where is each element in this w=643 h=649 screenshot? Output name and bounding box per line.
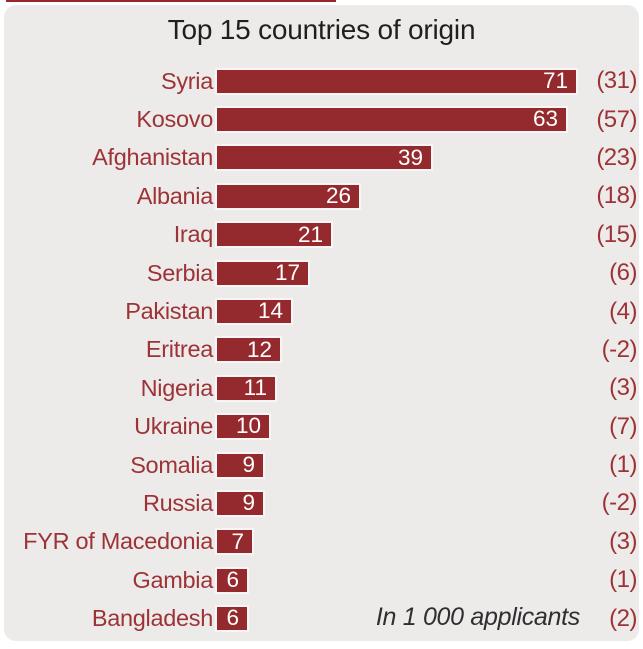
bar-area: 12 (215, 336, 579, 364)
change-value: (1) (609, 566, 637, 594)
bar-value-label: 7 (231, 528, 244, 554)
change-value: (-2) (601, 335, 638, 363)
bar-area: 6 (215, 605, 579, 633)
change-value: (3) (609, 374, 637, 402)
bar-value-label: 39 (397, 144, 423, 170)
chart-panel: Top 15 countries of origin Syria 71 (31)… (4, 5, 639, 641)
bar-row: Syria 71 (31) (4, 62, 639, 100)
bar: 21 (215, 221, 333, 249)
bar-row: Ukraine 10 (7) (4, 408, 639, 446)
country-label: Russia (142, 489, 213, 516)
bar: 12 (215, 336, 282, 364)
bar-row: Somalia 9 (1) (4, 446, 639, 484)
bar-value-label: 26 (325, 183, 351, 209)
bar: 71 (215, 67, 578, 95)
country-label: Syria (160, 67, 213, 94)
country-label: Nigeria (140, 374, 214, 401)
change-value: (23) (596, 143, 637, 171)
change-value: (2) (609, 604, 637, 632)
bar-value-label: 12 (246, 336, 272, 362)
country-label: Eritrea (145, 336, 213, 363)
bar: 39 (215, 144, 433, 172)
bar-rows: Syria 71 (31) Kosovo 63 (57) Afghanistan… (4, 62, 639, 638)
bar: 9 (215, 489, 265, 517)
bar-value-label: 11 (243, 375, 267, 401)
bar-value-label: 17 (274, 259, 300, 285)
country-label: Serbia (146, 259, 213, 286)
bar: 9 (215, 451, 265, 479)
country-label: Bangladesh (91, 605, 213, 632)
country-label: Afghanistan (92, 144, 213, 171)
bar: 6 (215, 566, 249, 594)
bar: 26 (215, 182, 361, 210)
bar-row: Gambia 6 (1) (4, 561, 639, 599)
bar-area: 10 (215, 413, 579, 441)
bar-area: 26 (215, 182, 579, 210)
bar-value-label: 9 (242, 451, 255, 477)
bar-area: 39 (215, 144, 579, 172)
bar: 14 (215, 298, 293, 326)
country-label: Ukraine (134, 413, 213, 440)
bar-value-label: 6 (226, 605, 239, 631)
bar-row: Iraq 21 (15) (4, 216, 639, 254)
country-label: Pakistan (125, 298, 213, 325)
bar-value-label: 9 (242, 490, 255, 516)
bar-area: 11 (215, 374, 579, 402)
change-value: (-2) (601, 489, 638, 517)
top-crop-artifact-line (6, 0, 336, 2)
bar-row: Serbia 17 (6) (4, 254, 639, 292)
bar-area: 14 (215, 298, 579, 326)
change-value: (3) (609, 527, 637, 555)
change-value: (57) (596, 105, 637, 133)
change-value: (4) (609, 297, 637, 325)
bar-row: Kosovo 63 (57) (4, 100, 639, 138)
bar-row: Eritrea 12 (-2) (4, 331, 639, 369)
bar-area: 7 (215, 528, 579, 556)
change-value: (1) (609, 451, 637, 479)
change-value: (15) (596, 220, 637, 248)
bar: 17 (215, 259, 310, 287)
bar: 10 (215, 413, 271, 441)
bar-area: 63 (215, 106, 579, 134)
bar-row: FYR of Macedonia 7 (3) (4, 523, 639, 561)
bar-value-label: 21 (297, 221, 323, 247)
country-label: Iraq (173, 221, 214, 248)
change-value: (18) (596, 182, 637, 210)
bar-value-label: 6 (226, 567, 239, 593)
change-value: (7) (609, 412, 637, 440)
country-label: Somalia (130, 451, 213, 478)
change-value: (31) (596, 67, 637, 95)
bar: 7 (215, 528, 254, 556)
bar-value-label: 71 (542, 67, 568, 93)
chart-note: In 1 000 applicants (375, 603, 580, 631)
bar-value-label: 63 (532, 106, 558, 132)
bar: 11 (215, 374, 277, 402)
bar-area: 9 (215, 451, 579, 479)
bar-row: Nigeria 11 (3) (4, 369, 639, 407)
bar-row: Albania 26 (18) (4, 177, 639, 215)
country-label: Kosovo (136, 106, 213, 133)
bar-value-label: 10 (235, 413, 261, 439)
bar-row: Afghanistan 39 (23) (4, 139, 639, 177)
bar-area: 17 (215, 259, 579, 287)
bar-area: 6 (215, 566, 579, 594)
bar-value-label: 14 (257, 298, 283, 324)
chart-title: Top 15 countries of origin (167, 14, 476, 45)
bar-row: Pakistan 14 (4) (4, 292, 639, 330)
bar: 6 (215, 605, 249, 633)
bar-area: 71 (215, 67, 579, 95)
country-label: Gambia (132, 566, 214, 593)
bar-area: 21 (215, 221, 579, 249)
country-label: Albania (136, 182, 214, 209)
bar-area: 9 (215, 489, 579, 517)
bar: 63 (215, 106, 568, 134)
change-value: (6) (609, 259, 637, 287)
bar-row: Bangladesh 6 (2) (4, 599, 639, 637)
bar-row: Russia 9 (-2) (4, 484, 639, 522)
country-label: FYR of Macedonia (23, 528, 213, 555)
